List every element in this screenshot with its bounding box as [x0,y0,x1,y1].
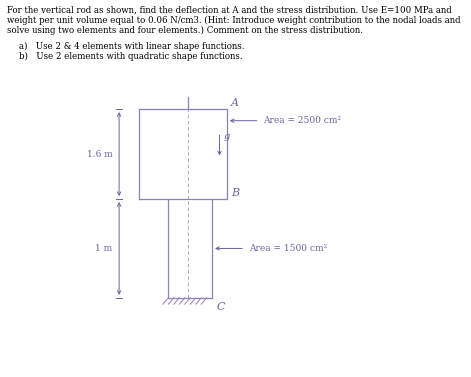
Text: For the vertical rod as shown, find the deflection at A and the stress distribut: For the vertical rod as shown, find the … [7,6,452,15]
Text: b)   Use 2 elements with quadratic shape functions.: b) Use 2 elements with quadratic shape f… [19,52,243,61]
Text: B: B [231,188,239,198]
Text: 1 m: 1 m [95,244,113,253]
Text: a)   Use 2 & 4 elements with linear shape functions.: a) Use 2 & 4 elements with linear shape … [19,42,244,51]
Text: weight per unit volume equal to 0.06 N/cm3. (Hint: Introduce weight contribution: weight per unit volume equal to 0.06 N/c… [7,16,461,25]
Text: 1.6 m: 1.6 m [87,150,113,159]
Text: A: A [231,98,239,108]
Text: Area = 1500 cm²: Area = 1500 cm² [249,244,327,253]
Text: solve using two elements and four elements.) Comment on the stress distribution.: solve using two elements and four elemen… [7,26,363,35]
Text: C: C [217,302,225,312]
Text: g: g [224,132,230,141]
Text: Area = 2500 cm²: Area = 2500 cm² [263,116,341,125]
